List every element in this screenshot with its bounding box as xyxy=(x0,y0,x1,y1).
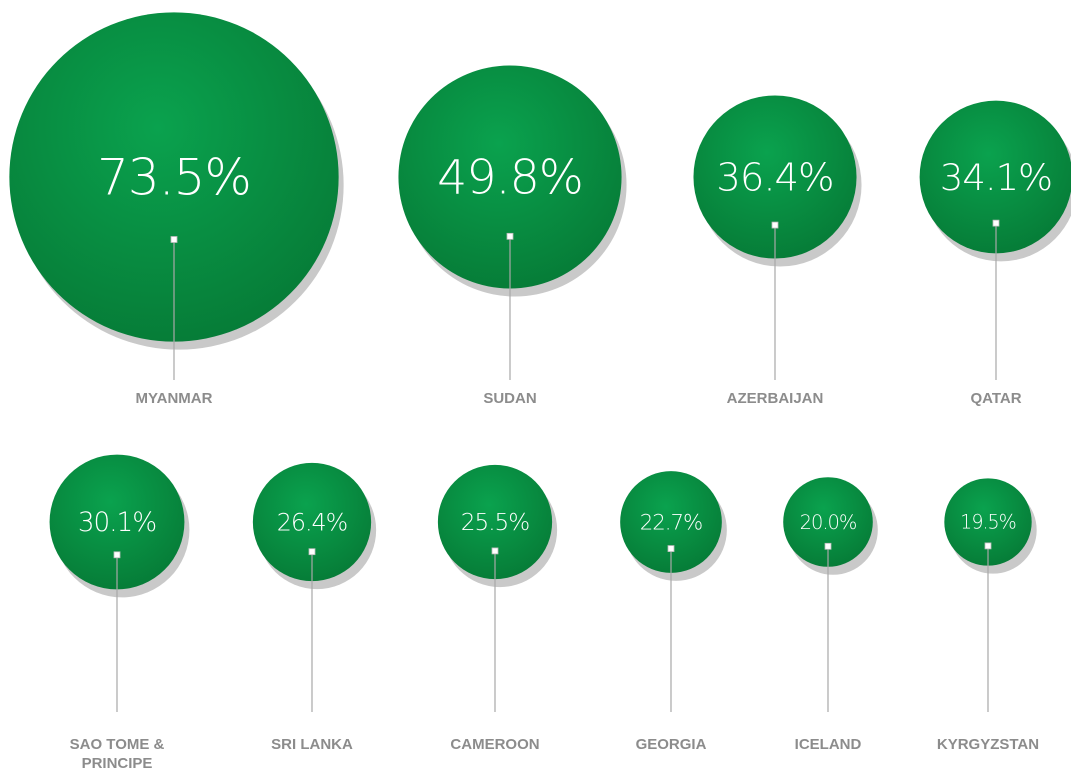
category-label: KYRGYZSTAN xyxy=(936,736,1040,753)
leader-dot xyxy=(170,236,178,243)
value-label: 34.1% xyxy=(940,156,1052,199)
value-label: 73.5% xyxy=(97,149,251,207)
bubble xyxy=(398,65,622,289)
category-label: MYANMAR xyxy=(135,390,213,407)
value-label: 19.5% xyxy=(960,511,1016,534)
category-label: QATAR xyxy=(970,390,1022,407)
bubble xyxy=(252,462,372,582)
leader-dot xyxy=(824,542,832,550)
leader-dot xyxy=(992,219,1000,227)
leader-dot xyxy=(984,542,992,550)
bubble xyxy=(9,12,339,342)
leader-dot xyxy=(113,551,121,559)
value-label: 49.8% xyxy=(437,151,583,206)
category-label: SUDAN xyxy=(483,390,537,407)
bubble xyxy=(437,464,553,580)
bubble xyxy=(693,95,857,259)
value-label: 30.1% xyxy=(78,508,156,538)
value-label: 22.7% xyxy=(640,510,703,535)
category-label: AZERBAIJAN xyxy=(726,390,824,407)
bubble xyxy=(944,478,1032,566)
category-label: CAMEROON xyxy=(450,736,540,753)
value-label: 36.4% xyxy=(716,155,833,200)
leader-dot xyxy=(506,232,514,240)
value-label: 25.5% xyxy=(461,510,529,536)
category-label: SAO TOME & PRINCIPE xyxy=(69,736,165,772)
leader-dot xyxy=(308,548,316,556)
value-label: 20.0% xyxy=(800,511,857,534)
bubble xyxy=(49,454,185,590)
bubble xyxy=(620,471,722,573)
category-label: ICELAND xyxy=(794,736,862,753)
category-label: GEORGIA xyxy=(635,736,707,753)
bubble xyxy=(783,477,873,567)
leader-dot xyxy=(771,221,779,229)
category-label: SRI LANKA xyxy=(271,736,353,753)
leader-dot xyxy=(491,547,499,555)
bubble xyxy=(919,100,1071,254)
leader-dot xyxy=(667,545,675,552)
value-label: 26.4% xyxy=(277,508,347,536)
